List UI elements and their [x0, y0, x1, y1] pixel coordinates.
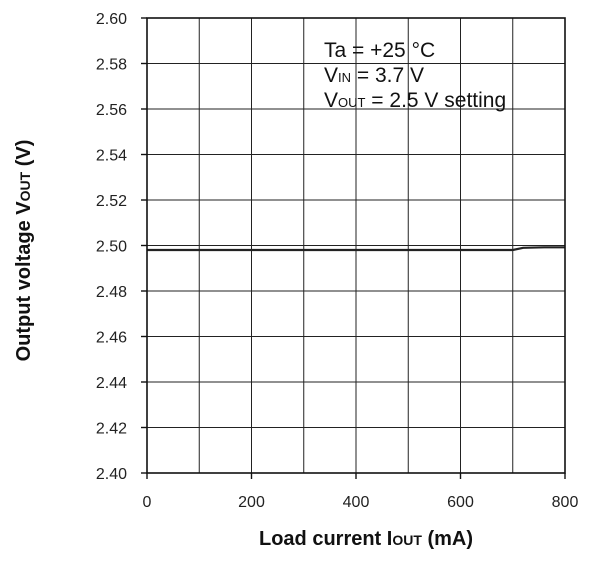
annotation-line: Ta = +25 °C — [324, 39, 435, 62]
x-tick-label: 800 — [552, 494, 579, 511]
y-tick-label: 2.40 — [96, 466, 127, 483]
y-tick-label: 2.48 — [96, 284, 127, 301]
x-tick-label: 600 — [447, 494, 474, 511]
x-tick-label: 400 — [343, 494, 370, 511]
y-tick-label: 2.60 — [96, 11, 127, 28]
grid — [147, 18, 565, 473]
y-tick-labels: 2.40 2.42 2.44 2.46 2.48 2.50 2.52 2.54 2.56 2.58… — [96, 11, 147, 483]
y-tick-label: 2.52 — [96, 193, 127, 210]
y-tick-label: 2.56 — [96, 102, 127, 119]
x-tick-label: 200 — [238, 494, 265, 511]
y-tick-label: 2.44 — [96, 375, 127, 392]
y-axis-title: Output voltage VOUT (V) — [13, 140, 35, 362]
y-tick-label: 2.58 — [96, 57, 127, 74]
y-tick-label: 2.46 — [96, 330, 127, 347]
x-axis-title: Load current IOUT (mA) — [259, 528, 473, 550]
y-tick-label: 2.42 — [96, 421, 127, 438]
y-tick-label: 2.50 — [96, 239, 127, 256]
annotation-line: VIN = 3.7 V — [324, 64, 424, 87]
y-tick-label: 2.54 — [96, 148, 127, 165]
x-tick-label: 0 — [143, 494, 152, 511]
series-layer — [147, 246, 565, 252]
annotation-line: VOUT = 2.5 V setting — [324, 89, 506, 112]
x-tick-labels: 0 200 400 600 800 — [143, 473, 579, 511]
series-line — [147, 246, 565, 252]
